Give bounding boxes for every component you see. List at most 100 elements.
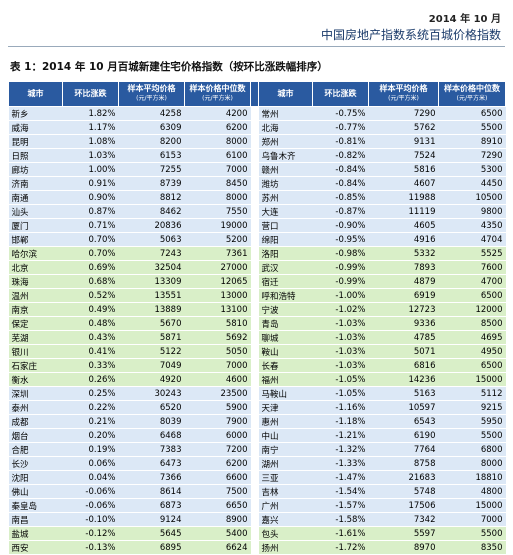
value-cell: 15000 <box>438 498 506 513</box>
value-cell: -1.03% <box>312 344 369 359</box>
city-cell: 郑州 <box>258 134 313 149</box>
city-cell: 盐城 <box>8 526 63 541</box>
value-cell: 0.26% <box>62 372 119 387</box>
value-cell: 7290 <box>368 106 439 121</box>
city-cell: 聊城 <box>258 330 313 345</box>
value-cell: 5816 <box>368 162 439 177</box>
value-cell: -0.95% <box>312 232 369 247</box>
city-cell: 秦皇岛 <box>8 498 63 513</box>
value-cell: -1.05% <box>312 386 369 401</box>
column-gap <box>250 372 259 387</box>
value-cell: -0.12% <box>62 526 119 541</box>
value-cell: 21683 <box>368 470 439 485</box>
city-cell: 北海 <box>258 120 313 135</box>
table-row: 南通 0.90% 8812 8000 苏州 -0.85% 11988 10500 <box>8 190 506 205</box>
value-cell: 0.70% <box>62 232 119 247</box>
report-date: 2014 年 10 月 <box>428 14 501 25</box>
value-cell: 13551 <box>118 288 185 303</box>
report-title: 中国房地产指数系统百城价格指数 <box>320 28 501 42</box>
value-cell: -0.84% <box>312 162 369 177</box>
value-cell: 5300 <box>438 162 506 177</box>
value-cell: 4879 <box>368 274 439 289</box>
city-cell: 汕头 <box>8 204 63 219</box>
value-cell: 5071 <box>368 344 439 359</box>
value-cell: 13889 <box>118 302 185 317</box>
value-cell: 13309 <box>118 274 185 289</box>
value-cell: 32504 <box>118 260 185 275</box>
value-cell: 0.22% <box>62 400 119 415</box>
city-cell: 南昌 <box>8 512 63 527</box>
value-cell: 7600 <box>438 260 506 275</box>
city-cell: 中山 <box>258 428 313 443</box>
city-cell: 惠州 <box>258 414 313 429</box>
value-cell: 6600 <box>184 470 251 485</box>
column-gap <box>250 526 259 541</box>
city-cell: 日照 <box>8 148 63 163</box>
value-cell: 5950 <box>438 414 506 429</box>
value-cell: -0.10% <box>62 512 119 527</box>
value-cell: 8970 <box>368 540 439 555</box>
table-row: 昆明 1.08% 8200 8000 郑州 -0.81% 9131 8910 <box>8 134 506 149</box>
value-cell: 0.06% <box>62 456 119 471</box>
column-gap <box>250 134 259 149</box>
value-cell: 0.20% <box>62 428 119 443</box>
city-cell: 济南 <box>8 176 63 191</box>
city-cell: 深圳 <box>8 386 63 401</box>
value-cell: 1.03% <box>62 148 119 163</box>
value-cell: 8910 <box>438 134 506 149</box>
value-cell: -1.05% <box>312 372 369 387</box>
column-header: 样本价格中位数 (元/平方米) <box>438 81 506 107</box>
value-cell: 0.48% <box>62 316 119 331</box>
value-cell: -0.98% <box>312 246 369 261</box>
column-gap <box>250 246 259 261</box>
value-cell: -1.18% <box>312 414 369 429</box>
city-cell: 威海 <box>8 120 63 135</box>
column-gap <box>250 540 259 555</box>
header-label: 样本价格中位数 <box>189 84 246 93</box>
table-row: 哈尔滨 0.70% 7243 7361 洛阳 -0.98% 5332 5525 <box>8 246 506 261</box>
value-cell: -0.82% <box>312 148 369 163</box>
value-cell: 6309 <box>118 120 185 135</box>
column-gap <box>250 442 259 457</box>
value-cell: 30243 <box>118 386 185 401</box>
table-row: 南京 0.49% 13889 13100 宁波 -1.02% 12723 12000 <box>8 302 506 317</box>
value-cell: 4350 <box>438 218 506 233</box>
table-row: 南昌 -0.10% 9124 8900 嘉兴 -1.58% 7342 7000 <box>8 512 506 527</box>
header-label: 样本平均价格 <box>127 84 176 93</box>
value-cell: -1.03% <box>312 330 369 345</box>
table-row: 汕头 0.87% 8462 7550 大连 -0.87% 11119 9800 <box>8 204 506 219</box>
value-cell: 4700 <box>438 274 506 289</box>
value-cell: 6500 <box>438 288 506 303</box>
table-row: 新乡 1.82% 4258 4200 常州 -0.75% 7290 6500 <box>8 106 506 121</box>
value-cell: 7342 <box>368 512 439 527</box>
city-cell: 乌鲁木齐 <box>258 148 313 163</box>
value-cell: 1.17% <box>62 120 119 135</box>
city-cell: 洛阳 <box>258 246 313 261</box>
column-header: 城市 <box>258 81 313 107</box>
value-cell: 0.69% <box>62 260 119 275</box>
value-cell: 7049 <box>118 358 185 373</box>
city-cell: 成都 <box>8 414 63 429</box>
city-cell: 廊坊 <box>8 162 63 177</box>
city-cell: 呼和浩特 <box>258 288 313 303</box>
value-cell: 15000 <box>438 372 506 387</box>
value-cell: -0.06% <box>62 498 119 513</box>
city-cell: 宁波 <box>258 302 313 317</box>
city-cell: 天津 <box>258 400 313 415</box>
city-cell: 沈阳 <box>8 470 63 485</box>
value-cell: -0.77% <box>312 120 369 135</box>
city-cell: 邯郸 <box>8 232 63 247</box>
value-cell: 8739 <box>118 176 185 191</box>
value-cell: 9215 <box>438 400 506 415</box>
value-cell: 12723 <box>368 302 439 317</box>
value-cell: 6153 <box>118 148 185 163</box>
value-cell: 7255 <box>118 162 185 177</box>
value-cell: -1.54% <box>312 484 369 499</box>
value-cell: 9336 <box>368 316 439 331</box>
column-gap <box>250 386 259 401</box>
value-cell: 6473 <box>118 456 185 471</box>
column-header: 样本平均价格 (元/平方米) <box>368 81 439 107</box>
city-cell: 宿迁 <box>258 274 313 289</box>
value-cell: 0.43% <box>62 330 119 345</box>
